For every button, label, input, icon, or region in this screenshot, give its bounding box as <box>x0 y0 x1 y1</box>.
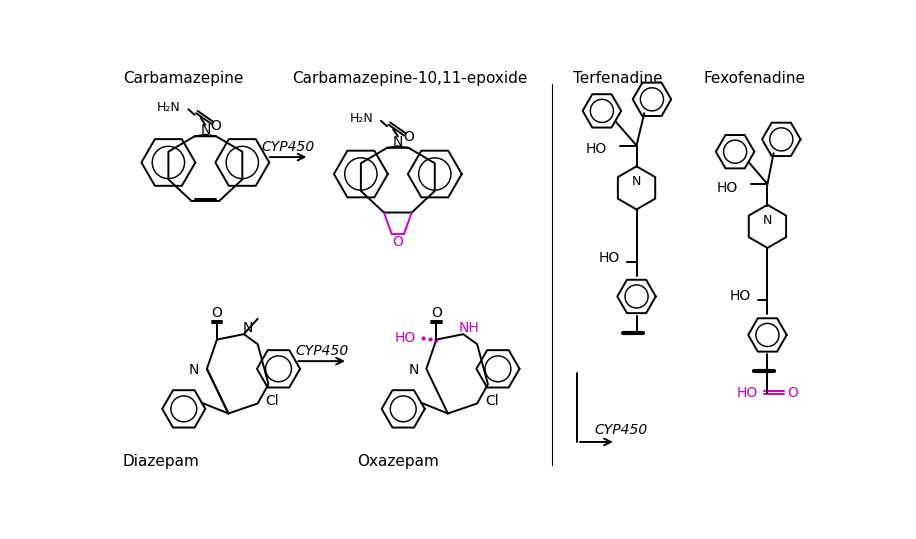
Text: Carbamazepine: Carbamazepine <box>123 71 244 86</box>
Text: N: N <box>763 214 772 227</box>
Text: N: N <box>632 175 641 188</box>
Text: N: N <box>201 123 211 137</box>
Text: HO: HO <box>717 181 738 195</box>
Text: O: O <box>212 306 223 320</box>
Text: O: O <box>392 235 403 249</box>
Text: O: O <box>788 386 799 400</box>
Text: N: N <box>409 363 419 377</box>
Text: Terfenadine: Terfenadine <box>573 71 663 86</box>
Text: NH: NH <box>459 321 480 335</box>
Text: CYP450: CYP450 <box>261 140 314 154</box>
Text: H₂N: H₂N <box>157 101 180 114</box>
Text: O: O <box>431 306 442 320</box>
Text: O: O <box>211 119 222 133</box>
Text: HO: HO <box>729 289 750 303</box>
Text: Oxazepam: Oxazepam <box>357 453 439 468</box>
Text: Diazepam: Diazepam <box>123 453 200 468</box>
Text: HO: HO <box>586 142 607 156</box>
Text: N: N <box>189 363 199 377</box>
Text: CYP450: CYP450 <box>594 424 648 438</box>
Text: H₂N: H₂N <box>349 112 373 125</box>
Text: HO: HO <box>394 331 416 345</box>
Text: HO: HO <box>737 386 758 400</box>
Text: Fexofenadine: Fexofenadine <box>703 71 805 86</box>
Text: HO: HO <box>598 251 619 265</box>
Text: N: N <box>393 135 403 149</box>
Text: Cl: Cl <box>485 394 498 408</box>
Text: CYP450: CYP450 <box>295 344 348 358</box>
Text: N: N <box>243 321 253 335</box>
Text: O: O <box>403 130 414 144</box>
Text: Cl: Cl <box>266 394 279 408</box>
Text: Carbamazepine-10,11-epoxide: Carbamazepine-10,11-epoxide <box>292 71 528 86</box>
